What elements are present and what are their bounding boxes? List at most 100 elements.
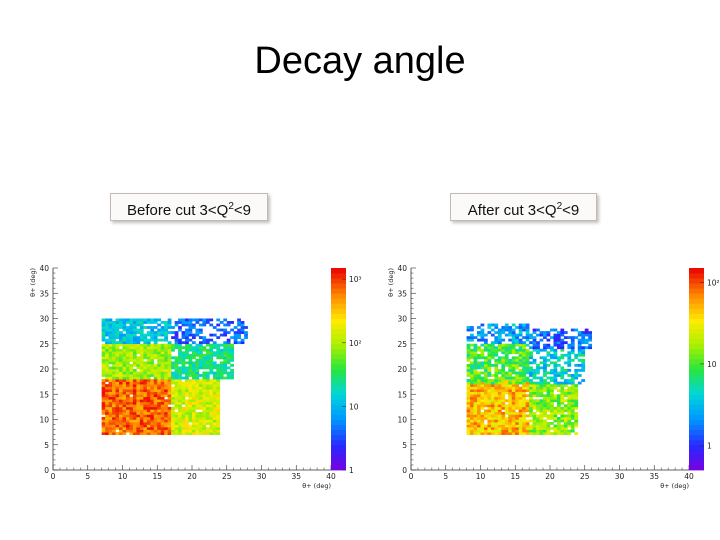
heatmap-bin: [139, 396, 144, 400]
heatmap-bin: [125, 356, 130, 360]
heatmap-bin: [174, 432, 179, 435]
heatmap-bin: [518, 343, 523, 347]
heatmap-bin: [570, 348, 575, 352]
heatmap-bin: [470, 386, 474, 390]
heatmap-bin: [466, 336, 471, 339]
heatmap-bin: [174, 396, 179, 400]
heatmap-bin: [132, 422, 137, 425]
heatmap-bin: [546, 376, 551, 380]
heatmap-bin: [483, 358, 488, 362]
heatmap-bin: [522, 394, 526, 398]
colorbar-tick-label: 10: [707, 360, 717, 369]
heatmap-bin: [178, 429, 182, 433]
heatmap-bin: [483, 371, 488, 375]
heatmap-bin: [195, 384, 200, 387]
heatmap-bin: [105, 371, 109, 375]
heatmap-bin: [174, 416, 179, 420]
heatmap-bin: [556, 424, 561, 428]
heatmap-bin: [185, 401, 189, 405]
heatmap-bin: [150, 386, 155, 390]
heatmap-bin: [504, 391, 509, 395]
heatmap-bin: [115, 331, 120, 334]
heatmap-bin: [574, 424, 579, 428]
heatmap-bin: [518, 379, 523, 382]
heatmap-bin: [237, 323, 241, 327]
heatmap-bin: [466, 348, 471, 352]
heatmap-bin: [483, 401, 488, 405]
x-tick-label: 10: [476, 472, 486, 481]
heatmap-bin: [470, 419, 474, 423]
heatmap-bin: [209, 414, 214, 418]
heatmap-bin: [480, 333, 485, 337]
heatmap-bin: [550, 371, 554, 375]
heatmap-bin: [132, 381, 137, 385]
heatmap-bin: [522, 409, 526, 413]
heatmap-bin: [515, 358, 520, 362]
heatmap-bin: [122, 422, 127, 425]
heatmap-bin: [240, 338, 245, 342]
heatmap-bin: [108, 379, 113, 382]
heatmap-bin: [101, 409, 106, 413]
heatmap-bin: [101, 326, 106, 329]
heatmap-bin: [146, 353, 151, 357]
heatmap-bin: [504, 409, 509, 413]
heatmap-bin: [560, 371, 565, 375]
heatmap-bin: [174, 414, 179, 418]
heatmap-bin: [150, 411, 155, 415]
heatmap-bin: [560, 406, 565, 410]
heatmap-bin: [480, 336, 485, 339]
heatmap-bin: [185, 323, 189, 327]
colorbar-tick-label: 10³: [349, 275, 362, 284]
colorbar-segment: [331, 444, 346, 451]
heatmap-bin: [550, 427, 554, 430]
heatmap-bin: [494, 401, 499, 405]
heatmap-bin: [483, 389, 488, 393]
heatmap-bin: [171, 331, 175, 334]
heatmap-bin: [125, 348, 130, 352]
heatmap-bin: [216, 318, 221, 322]
heatmap-bin: [570, 409, 575, 413]
heatmap-bin: [105, 321, 109, 324]
heatmap-bin: [518, 432, 523, 435]
heatmap-bin: [237, 341, 241, 345]
heatmap-bin: [518, 376, 523, 380]
heatmap-bin: [205, 406, 210, 410]
heatmap-bin: [195, 386, 200, 390]
heatmap-bin: [105, 411, 109, 415]
heatmap-bin: [515, 422, 520, 425]
heatmap-bin: [483, 369, 488, 372]
heatmap-bin: [522, 381, 526, 385]
heatmap-bin: [153, 376, 158, 380]
heatmap-bin: [487, 348, 492, 352]
heatmap-bin: [101, 424, 106, 428]
heatmap-bin: [570, 391, 575, 395]
heatmap-bin: [101, 363, 106, 367]
heatmap-bin: [216, 381, 221, 385]
heatmap-bin: [223, 343, 228, 347]
heatmap-bin: [233, 341, 238, 345]
heatmap-bin: [480, 348, 485, 352]
heatmap-bin: [529, 427, 533, 430]
heatmap-bin: [125, 424, 130, 428]
heatmap-bin: [466, 384, 471, 387]
heatmap-bin: [515, 356, 520, 360]
x-tick-label: 15: [152, 472, 162, 481]
heatmap-bin: [209, 361, 214, 365]
heatmap-bin: [226, 351, 231, 355]
heatmap-bin: [212, 411, 217, 415]
heatmap-bin: [536, 416, 540, 420]
heatmap-bin: [560, 389, 565, 393]
heatmap-bin: [522, 396, 526, 400]
heatmap-bin: [129, 432, 134, 435]
heatmap-bin: [487, 343, 492, 347]
heatmap-bin: [532, 374, 537, 377]
heatmap-bin: [122, 399, 127, 403]
heatmap-bin: [178, 401, 182, 405]
colorbar-segment: [331, 464, 346, 471]
heatmap-bin: [501, 427, 506, 430]
heatmap-bin: [497, 333, 502, 337]
heatmap-bin: [188, 371, 193, 375]
heatmap-bin: [511, 396, 516, 400]
heatmap-bin: [160, 401, 165, 405]
heatmap-bin: [570, 411, 575, 415]
